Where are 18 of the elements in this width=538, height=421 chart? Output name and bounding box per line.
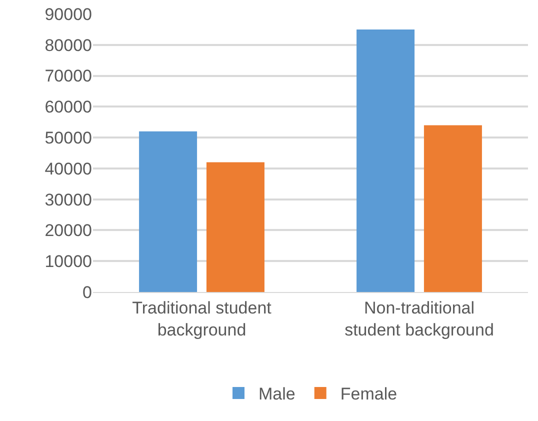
y-tick-label: 20000 [44,221,92,240]
y-tick-label: 40000 [44,159,92,178]
bar [206,162,264,292]
y-tick-label: 80000 [44,36,92,55]
y-tick-label: 60000 [44,98,92,117]
y-tick-label: 0 [82,282,92,302]
y-tick-label: 70000 [44,66,92,86]
x-tick-label: Non-traditional student background [344,298,494,340]
y-tick-label: 30000 [44,190,92,210]
y-tick-label: 10000 [44,252,92,272]
legend-label: Male [258,384,296,404]
legend-label: Female [340,384,398,404]
bar [139,131,198,292]
bar [424,125,482,292]
x-tick-label: Traditional student background [132,298,272,340]
bar [356,29,415,292]
y-tick-label: 50000 [44,128,92,148]
y-tick-label: 90000 [44,4,92,24]
